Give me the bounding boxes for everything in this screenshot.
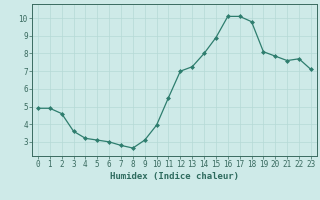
X-axis label: Humidex (Indice chaleur): Humidex (Indice chaleur) — [110, 172, 239, 181]
